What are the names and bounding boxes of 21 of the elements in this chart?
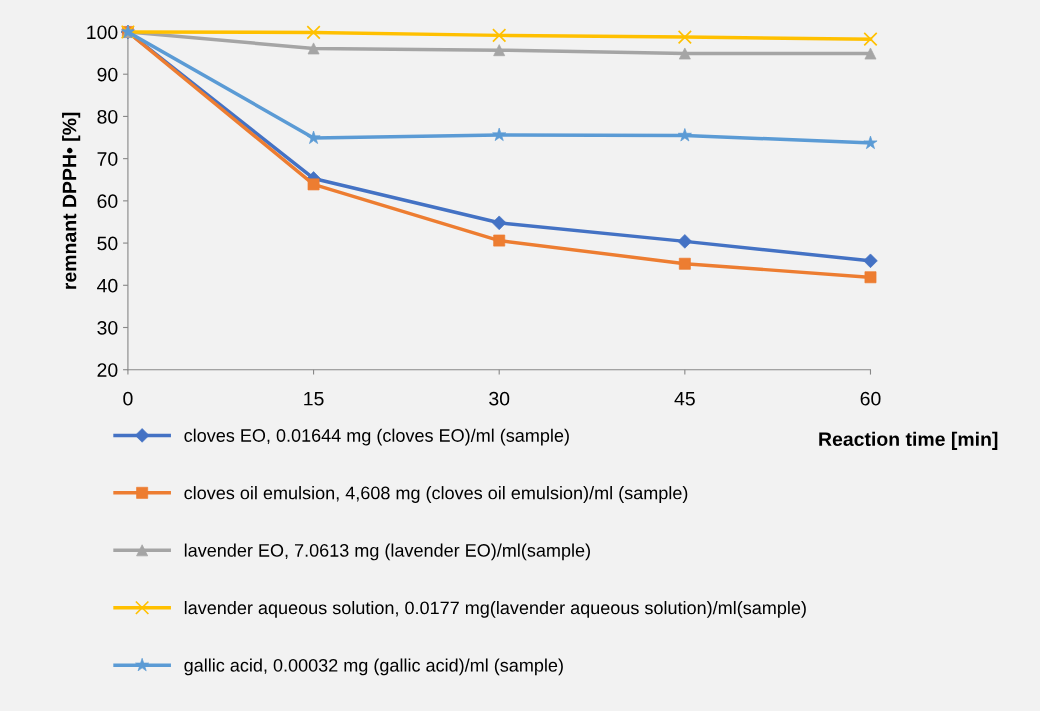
y-axis-title: remnant DPPH• [%] <box>62 112 81 289</box>
legend-label: gallic acid, 0.00032 mg (gallic acid)/ml (sample) <box>184 658 563 676</box>
x-tick-label: 30 <box>489 391 510 406</box>
y-tick-label: 30 <box>97 320 118 335</box>
y-tick-label: 70 <box>97 152 118 166</box>
x-axis-title: Reaction time [min] <box>819 431 998 450</box>
y-tick-label: 60 <box>97 194 118 209</box>
x-tick-label: 15 <box>304 391 324 406</box>
y-tick-label: 100 <box>87 25 118 40</box>
y-tick-label: 40 <box>97 278 118 293</box>
legend-label: cloves EO, 0.01644 mg (cloves EO)/ml (sample) <box>184 428 569 446</box>
y-tick-label: 50 <box>97 236 118 251</box>
y-tick-label: 20 <box>97 363 118 377</box>
x-tick-label: 0 <box>123 391 133 406</box>
legend-label: lavender EO, 7.0613 mg (lavender EO)/ml(sample) <box>184 543 590 561</box>
y-tick-label: 90 <box>97 67 118 82</box>
y-tick-label: 80 <box>97 109 118 124</box>
legend-label: cloves oil emulsion, 4,608 mg (cloves oil emulsion)/ml (sample) <box>184 486 688 503</box>
x-tick-label: 45 <box>674 391 695 406</box>
legend-label: lavender aqueous solution, 0.0177 mg(lavender aqueous solution)/ml(sample) <box>184 601 806 618</box>
x-tick-label: 60 <box>860 391 881 406</box>
